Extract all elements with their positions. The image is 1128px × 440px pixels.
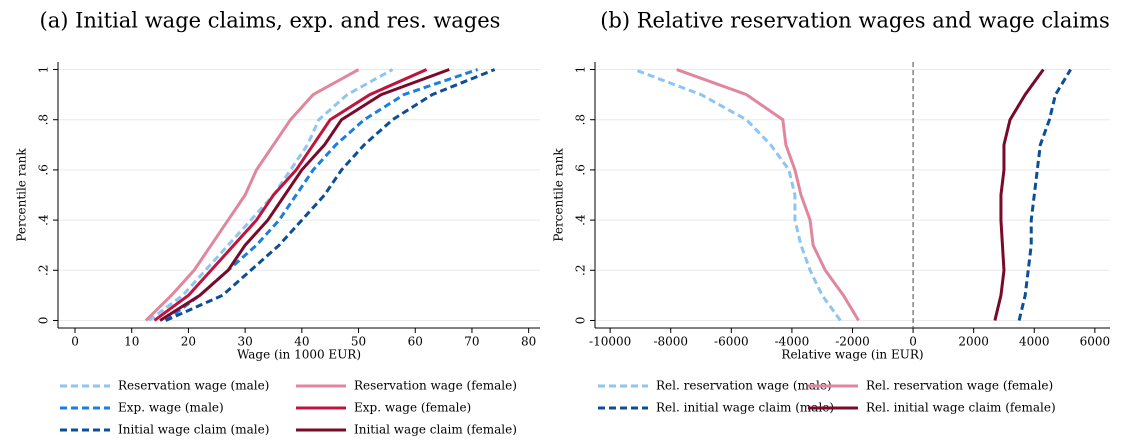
- data-line: [676, 68, 860, 322]
- x-tick-label: -6000: [714, 335, 749, 349]
- legend-label: Rel. reservation wage (female): [866, 379, 1053, 393]
- x-axis-label: Wage (in 1000 EUR): [237, 348, 361, 362]
- chart-title: (a) Initial wage claims, exp. and res. w…: [40, 9, 501, 33]
- x-tick-label: 70: [464, 335, 479, 349]
- y-tick-label: .4: [574, 214, 588, 226]
- y-tick-label: .2: [37, 265, 51, 276]
- x-tick-label: 0: [71, 335, 79, 349]
- y-tick-label: 0: [574, 317, 588, 325]
- x-tick-label: 60: [408, 335, 423, 349]
- y-tick-label: 1: [37, 66, 51, 74]
- data-line: [1017, 68, 1072, 321]
- y-axis-label: Percentile rank: [15, 148, 29, 242]
- x-tick-label: -4000: [775, 335, 810, 349]
- legend-label: Rel. initial wage claim (female): [866, 401, 1056, 415]
- y-tick-label: .8: [574, 114, 588, 125]
- data-line: [993, 68, 1045, 321]
- x-tick-label: 10: [124, 335, 139, 349]
- x-tick-label: 2000: [958, 335, 989, 349]
- y-tick-label: .2: [574, 265, 588, 276]
- data-line: [144, 68, 360, 322]
- x-tick-label: -2000: [835, 335, 870, 349]
- x-tick-label: 80: [521, 335, 536, 349]
- y-tick-label: .8: [37, 114, 51, 125]
- x-tick-label: 30: [237, 335, 252, 349]
- x-tick-label: -8000: [653, 335, 688, 349]
- legend-label: Rel. initial wage claim (male): [656, 401, 834, 415]
- y-tick-label: 1: [574, 66, 588, 74]
- data-line: [159, 68, 450, 322]
- data-line: [147, 68, 394, 322]
- x-tick-label: -10000: [589, 335, 631, 349]
- x-tick-label: 40: [294, 335, 309, 349]
- y-tick-label: .6: [37, 164, 51, 175]
- legend-label: Exp. wage (male): [118, 401, 224, 415]
- y-axis-label: Percentile rank: [552, 148, 566, 242]
- legend-label: Reservation wage (male): [118, 379, 269, 393]
- y-tick-label: .6: [574, 164, 588, 175]
- y-tick-label: 0: [37, 317, 51, 325]
- data-line: [633, 68, 842, 322]
- y-tick-label: .4: [37, 214, 51, 226]
- chart-title: (b) Relative reservation wages and wage …: [600, 9, 1110, 33]
- legend-label: Exp. wage (female): [354, 401, 471, 415]
- data-line: [165, 68, 496, 322]
- legend-label: Rel. reservation wage (male): [656, 379, 832, 393]
- legend-label: Initial wage claim (female): [354, 423, 517, 437]
- x-tick-label: 6000: [1080, 335, 1111, 349]
- legend-label: Initial wage claim (male): [118, 423, 269, 437]
- data-line: [153, 68, 428, 322]
- x-axis-label: Relative wage (in EUR): [781, 348, 923, 362]
- legend-label: Reservation wage (female): [354, 379, 517, 393]
- x-tick-label: 50: [351, 335, 366, 349]
- x-tick-label: 20: [181, 335, 196, 349]
- x-tick-label: 0: [909, 335, 917, 349]
- x-tick-label: 4000: [1019, 335, 1050, 349]
